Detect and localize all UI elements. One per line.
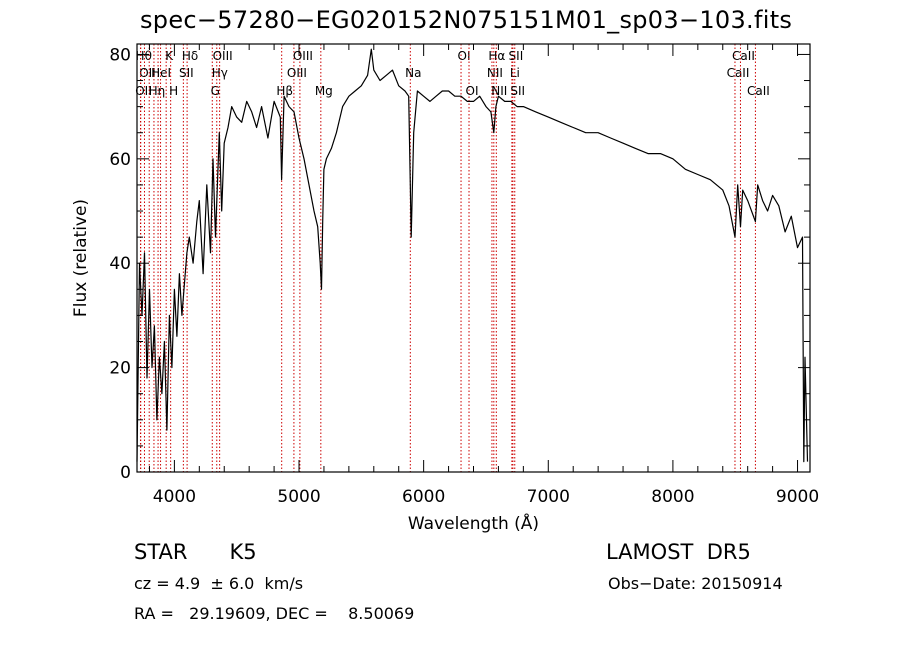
object-type: STAR (134, 540, 188, 564)
line-label-2: OII (135, 84, 152, 98)
line-label-1: OII (139, 66, 156, 80)
y-axis-label: Flux (relative) (71, 199, 91, 317)
line-label-4: Hη (149, 84, 166, 98)
line-label-0: Hθ (136, 49, 152, 63)
x-tick-label-2: 6000 (402, 487, 445, 507)
y-tick-label-3: 60 (109, 150, 131, 170)
line-label-21: NII (487, 66, 503, 80)
line-label-20: OI (466, 84, 479, 98)
line-label-26: SII (510, 84, 525, 98)
object-subclass: K5 (229, 540, 257, 564)
cz-readout: cz = 4.9 ± 6.0 km/s (134, 574, 304, 593)
axis-text: 4000 5000 6000 7000 8000 9000 0 20 40 60 80 Wavelen… (71, 45, 819, 534)
plot-frame (136, 43, 811, 473)
line-label-17: Mg (315, 84, 333, 98)
line-label-18: Na (405, 66, 421, 80)
line-label-5: HeI (151, 66, 171, 80)
chart-title: spec−57280−EG020152N075151M01_sp03−103.f… (140, 6, 793, 34)
line-label-28: CaII (732, 49, 755, 63)
line-label-13: OIII (213, 49, 233, 63)
survey-label: LAMOST DR5 (606, 540, 751, 564)
line-label-29: CaII (747, 84, 770, 98)
spectrum-line (136, 48, 809, 463)
line-label-9: SII (179, 66, 194, 80)
object-class: STAR K5 (134, 540, 257, 564)
radec-readout: RA = 29.19609, DEC = 8.50069 (134, 604, 415, 623)
line-label-7: K (165, 49, 174, 63)
line-label-22: Hα (488, 49, 505, 63)
y-tick-label-1: 20 (109, 359, 131, 379)
line-label-14: Hβ (276, 84, 293, 98)
axes (136, 43, 811, 473)
x-tick-label-0: 4000 (153, 487, 196, 507)
y-tick-label-2: 40 (109, 254, 131, 274)
x-tick-label-5: 9000 (776, 487, 819, 507)
spectral-line-markers: HθOIIOIIHηHeIKHSIIHδGHγOIIIHβOIIIOIIIMgN… (135, 44, 770, 472)
line-label-19: OI (458, 49, 471, 63)
line-label-8: H (169, 84, 178, 98)
x-tick-label-4: 8000 (651, 487, 694, 507)
line-label-16: OIII (293, 49, 313, 63)
line-label-23: NII (491, 84, 507, 98)
line-label-10: Hδ (182, 49, 198, 63)
line-label-25: SII (509, 49, 524, 63)
x-tick-label-1: 5000 (277, 487, 320, 507)
line-label-27: CaII (727, 66, 750, 80)
y-tick-label-4: 80 (109, 45, 131, 65)
obs-date: Obs−Date: 20150914 (608, 574, 783, 593)
x-axis-label: Wavelength (Å) (408, 512, 539, 534)
x-tick-label-3: 7000 (527, 487, 570, 507)
spectrum-series (136, 48, 809, 463)
y-tick-label-0: 0 (120, 463, 131, 483)
line-label-15: OIII (287, 66, 307, 80)
line-label-11: G (211, 84, 220, 98)
